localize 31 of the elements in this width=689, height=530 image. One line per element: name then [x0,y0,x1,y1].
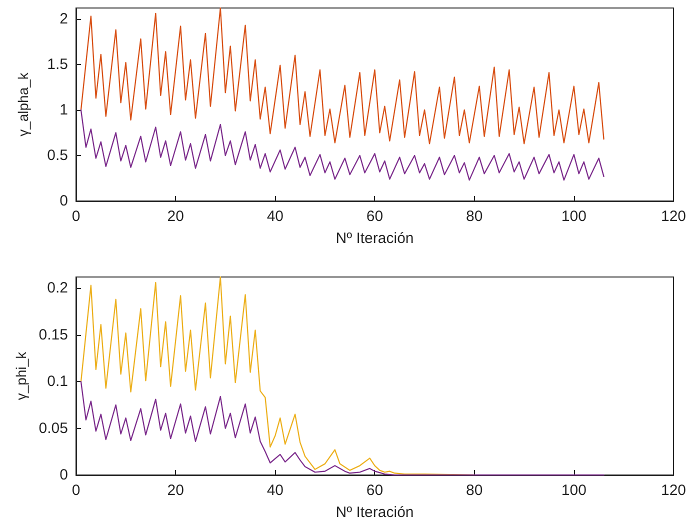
x-tick-label: 40 [266,208,284,225]
y-axis-title: γ_phi_k [12,350,29,400]
x-tick-label: 100 [561,482,586,499]
x-tick-label: 120 [660,208,686,225]
x-axis-title: Nº Iteración [336,230,414,247]
x-tick-label: 40 [266,482,284,499]
y-tick-label: 1 [60,101,68,118]
y-tick-label: 1.5 [47,56,68,73]
x-tick-label: 20 [167,208,184,225]
y-tick-label: 0.5 [47,146,68,164]
y-tick-label: 0.05 [38,420,68,437]
y-axis-title: γ_alpha_k [15,72,31,136]
x-tick-label: 80 [466,208,483,225]
x-tick-label: 20 [167,482,184,499]
y-tick-label: 0.2 [47,280,68,297]
x-tick-label: 0 [72,208,80,225]
y-tick-label: 2 [60,10,68,28]
x-tick-label: 100 [561,208,586,225]
x-tick-label: 60 [366,208,384,225]
line-series [80,381,604,476]
x-axis-title: Nº Iteración [336,504,414,521]
y-tick-label: 0.15 [38,326,68,344]
y-tick-label: 0.1 [47,373,68,390]
x-tick-label: 0 [72,482,80,499]
x-tick-label: 80 [466,482,483,499]
y-tick-label: 0 [60,466,68,484]
y-tick-label: 0 [60,192,68,210]
x-tick-label: 60 [366,482,384,499]
line-series [80,7,604,144]
x-tick-label: 120 [660,482,686,499]
line-series [80,109,604,181]
